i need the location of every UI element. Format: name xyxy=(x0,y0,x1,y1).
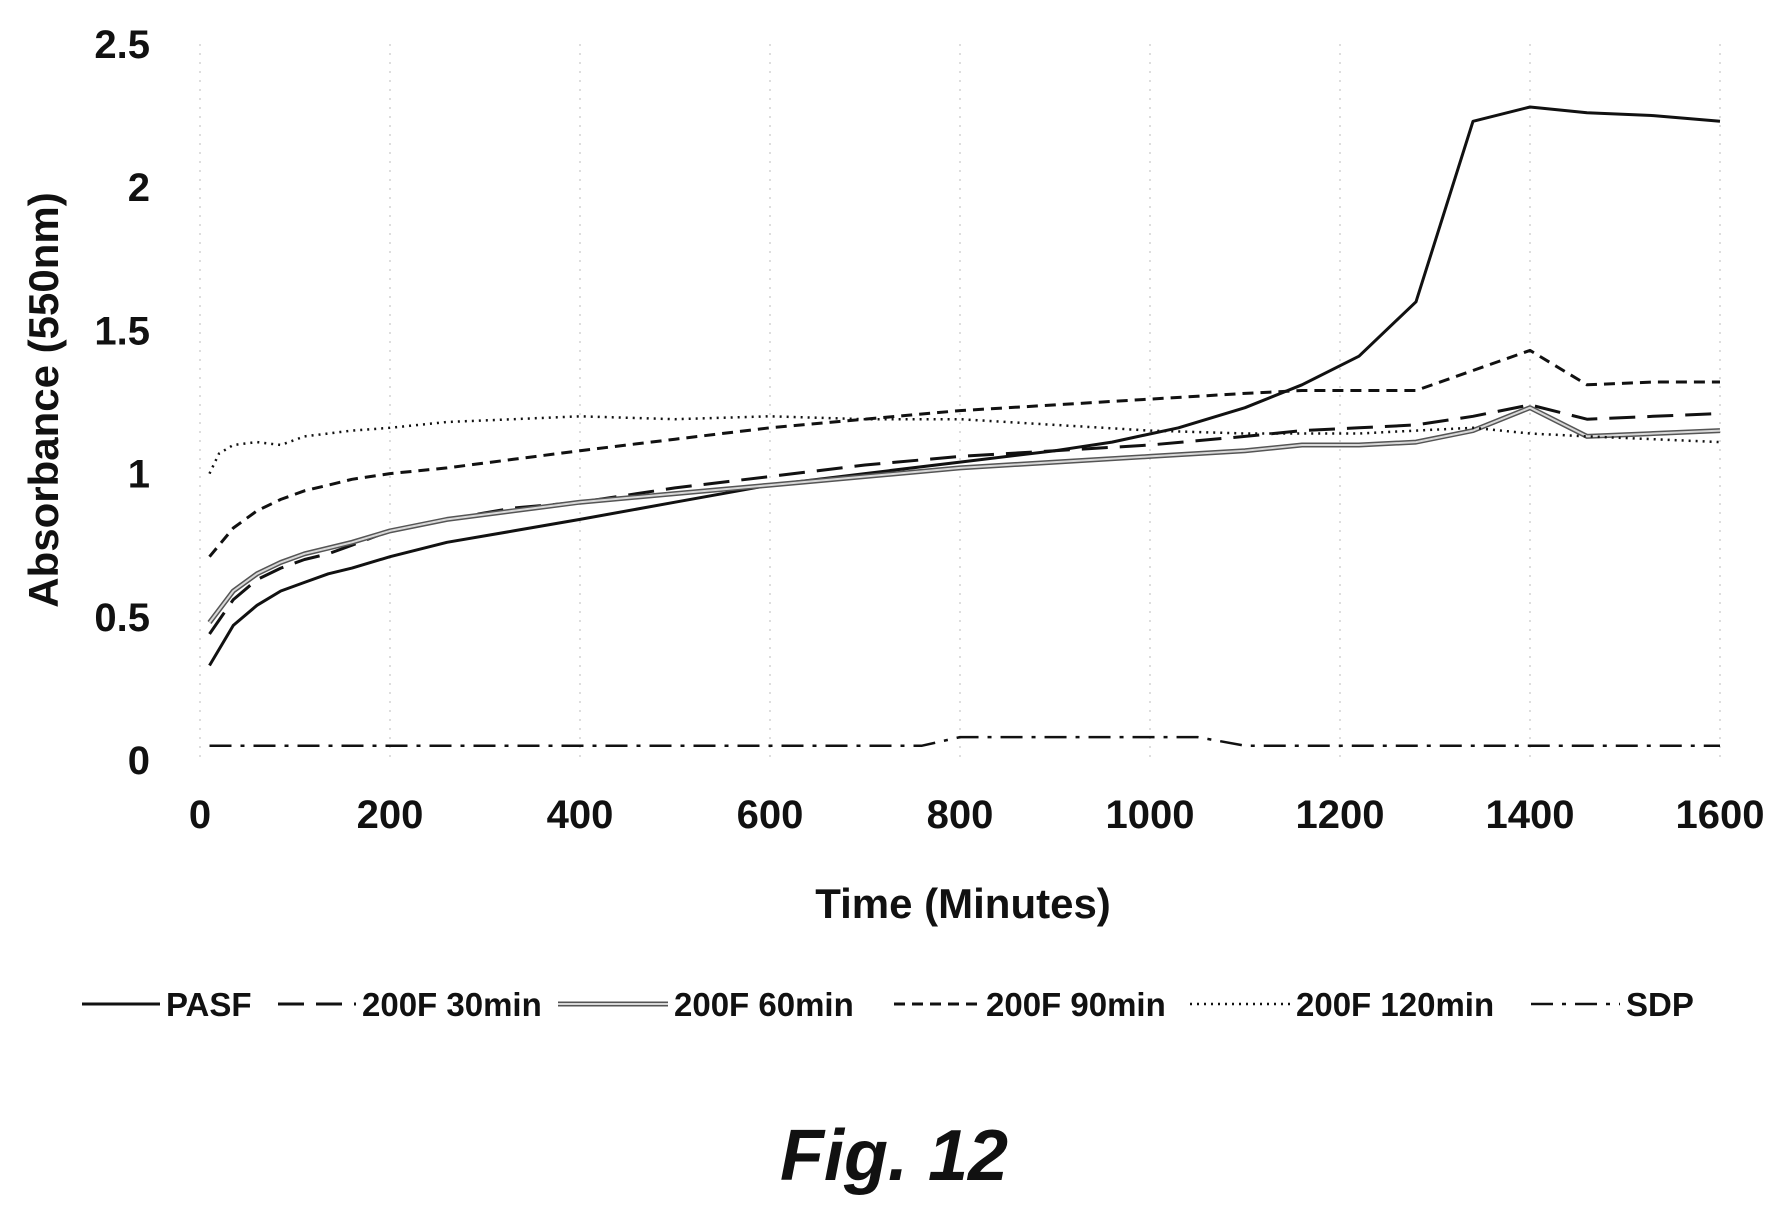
x-axis-ticks: 0 200 400 600 800 1000 1200 1400 1600 xyxy=(189,793,1765,837)
y-tick-label: 2.5 xyxy=(94,23,150,67)
x-tick-label: 1600 xyxy=(1676,793,1765,837)
legend: PASF 200F 30min 200F 60min 200F 90min 200F 1… xyxy=(82,986,1694,1023)
legend-label-200f-90min: 200F 90min xyxy=(986,986,1166,1023)
series-line-sdp xyxy=(209,735,1720,747)
y-tick-label: 0.5 xyxy=(94,596,150,640)
x-tick-label: 200 xyxy=(357,793,424,837)
x-tick-label: 600 xyxy=(737,793,804,837)
x-tick-label: 1200 xyxy=(1296,793,1385,837)
x-tick-label: 1000 xyxy=(1106,793,1195,837)
plot-area xyxy=(207,105,1721,747)
gridlines xyxy=(199,44,1721,760)
legend-label-200f-30min: 200F 30min xyxy=(362,986,542,1023)
series-line-pasf xyxy=(208,105,1721,667)
x-tick-label: 1400 xyxy=(1486,793,1575,837)
legend-label-200f-60min: 200F 60min xyxy=(674,986,854,1023)
series-line-200f-90min xyxy=(208,348,1720,558)
x-tick-label: 0 xyxy=(189,793,211,837)
y-tick-label: 1 xyxy=(128,453,150,497)
series-line-200f-60min xyxy=(208,406,1721,624)
figure-caption: Fig. 12 xyxy=(780,1116,1008,1196)
y-tick-label: 0 xyxy=(128,739,150,783)
x-axis-title: Time (Minutes) xyxy=(815,880,1111,927)
y-tick-label: 2 xyxy=(128,166,150,210)
x-tick-label: 400 xyxy=(547,793,614,837)
x-tick-label: 800 xyxy=(927,793,994,837)
y-tick-label: 1.5 xyxy=(94,309,150,353)
series-line-200f-30min xyxy=(208,403,1721,635)
y-axis-ticks: 0 0.5 1 1.5 2 2.5 xyxy=(94,23,150,783)
legend-label-200f-120min: 200F 120min xyxy=(1296,986,1494,1023)
legend-label-sdp: SDP xyxy=(1626,986,1694,1023)
series-line-200f-60min-outer xyxy=(207,405,1721,625)
y-axis-title: Absorbance (550nm) xyxy=(20,192,67,607)
legend-label-pasf: PASF xyxy=(166,986,252,1023)
